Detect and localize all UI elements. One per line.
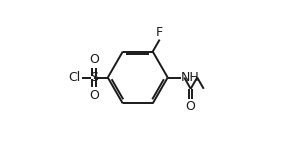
Text: F: F [156,26,163,39]
Text: O: O [89,89,99,102]
Text: O: O [186,100,196,113]
Text: O: O [89,53,99,66]
Text: Cl: Cl [68,71,80,84]
Text: NH: NH [181,71,200,84]
Text: S: S [90,71,98,84]
